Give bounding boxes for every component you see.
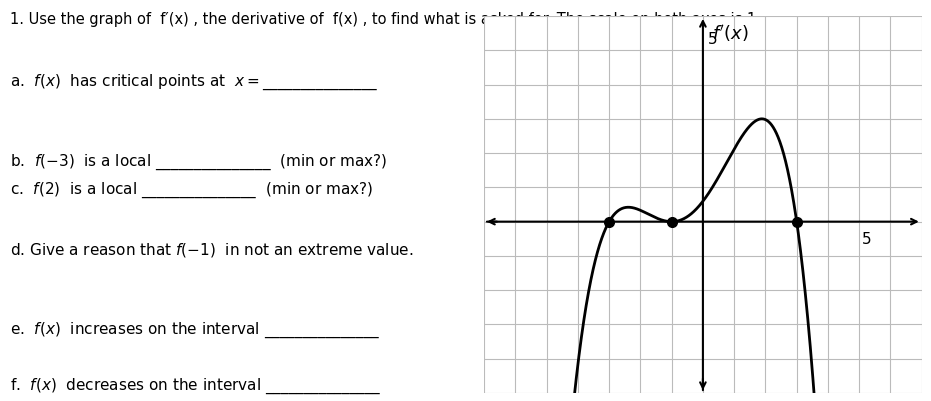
Text: b.  $f(-3)$  is a local _______________  (min or max?): b. $f(-3)$ is a local _______________ (m… bbox=[9, 152, 387, 172]
Text: a.  $f(x)$  has critical points at  $x =$_______________: a. $f(x)$ has critical points at $x =$__… bbox=[9, 72, 378, 91]
Text: d. Give a reason that $f(-1)$  in not an extreme value.: d. Give a reason that $f(-1)$ in not an … bbox=[9, 241, 413, 259]
Text: $f'(x)$: $f'(x)$ bbox=[712, 23, 749, 44]
Text: 5: 5 bbox=[862, 232, 872, 247]
Text: e.  $f(x)$  increases on the interval _______________: e. $f(x)$ increases on the interval ____… bbox=[9, 321, 380, 340]
Text: 1. Use the graph of  f′(x) , the derivative of  f(x) , to find what is asked for: 1. Use the graph of f′(x) , the derivati… bbox=[9, 12, 761, 27]
Text: 5: 5 bbox=[708, 32, 717, 47]
Text: f.  $f(x)$  decreases on the interval _______________: f. $f(x)$ decreases on the interval ____… bbox=[9, 377, 382, 396]
Text: c.  $f(2)$  is a local _______________  (min or max?): c. $f(2)$ is a local _______________ (mi… bbox=[9, 180, 372, 200]
